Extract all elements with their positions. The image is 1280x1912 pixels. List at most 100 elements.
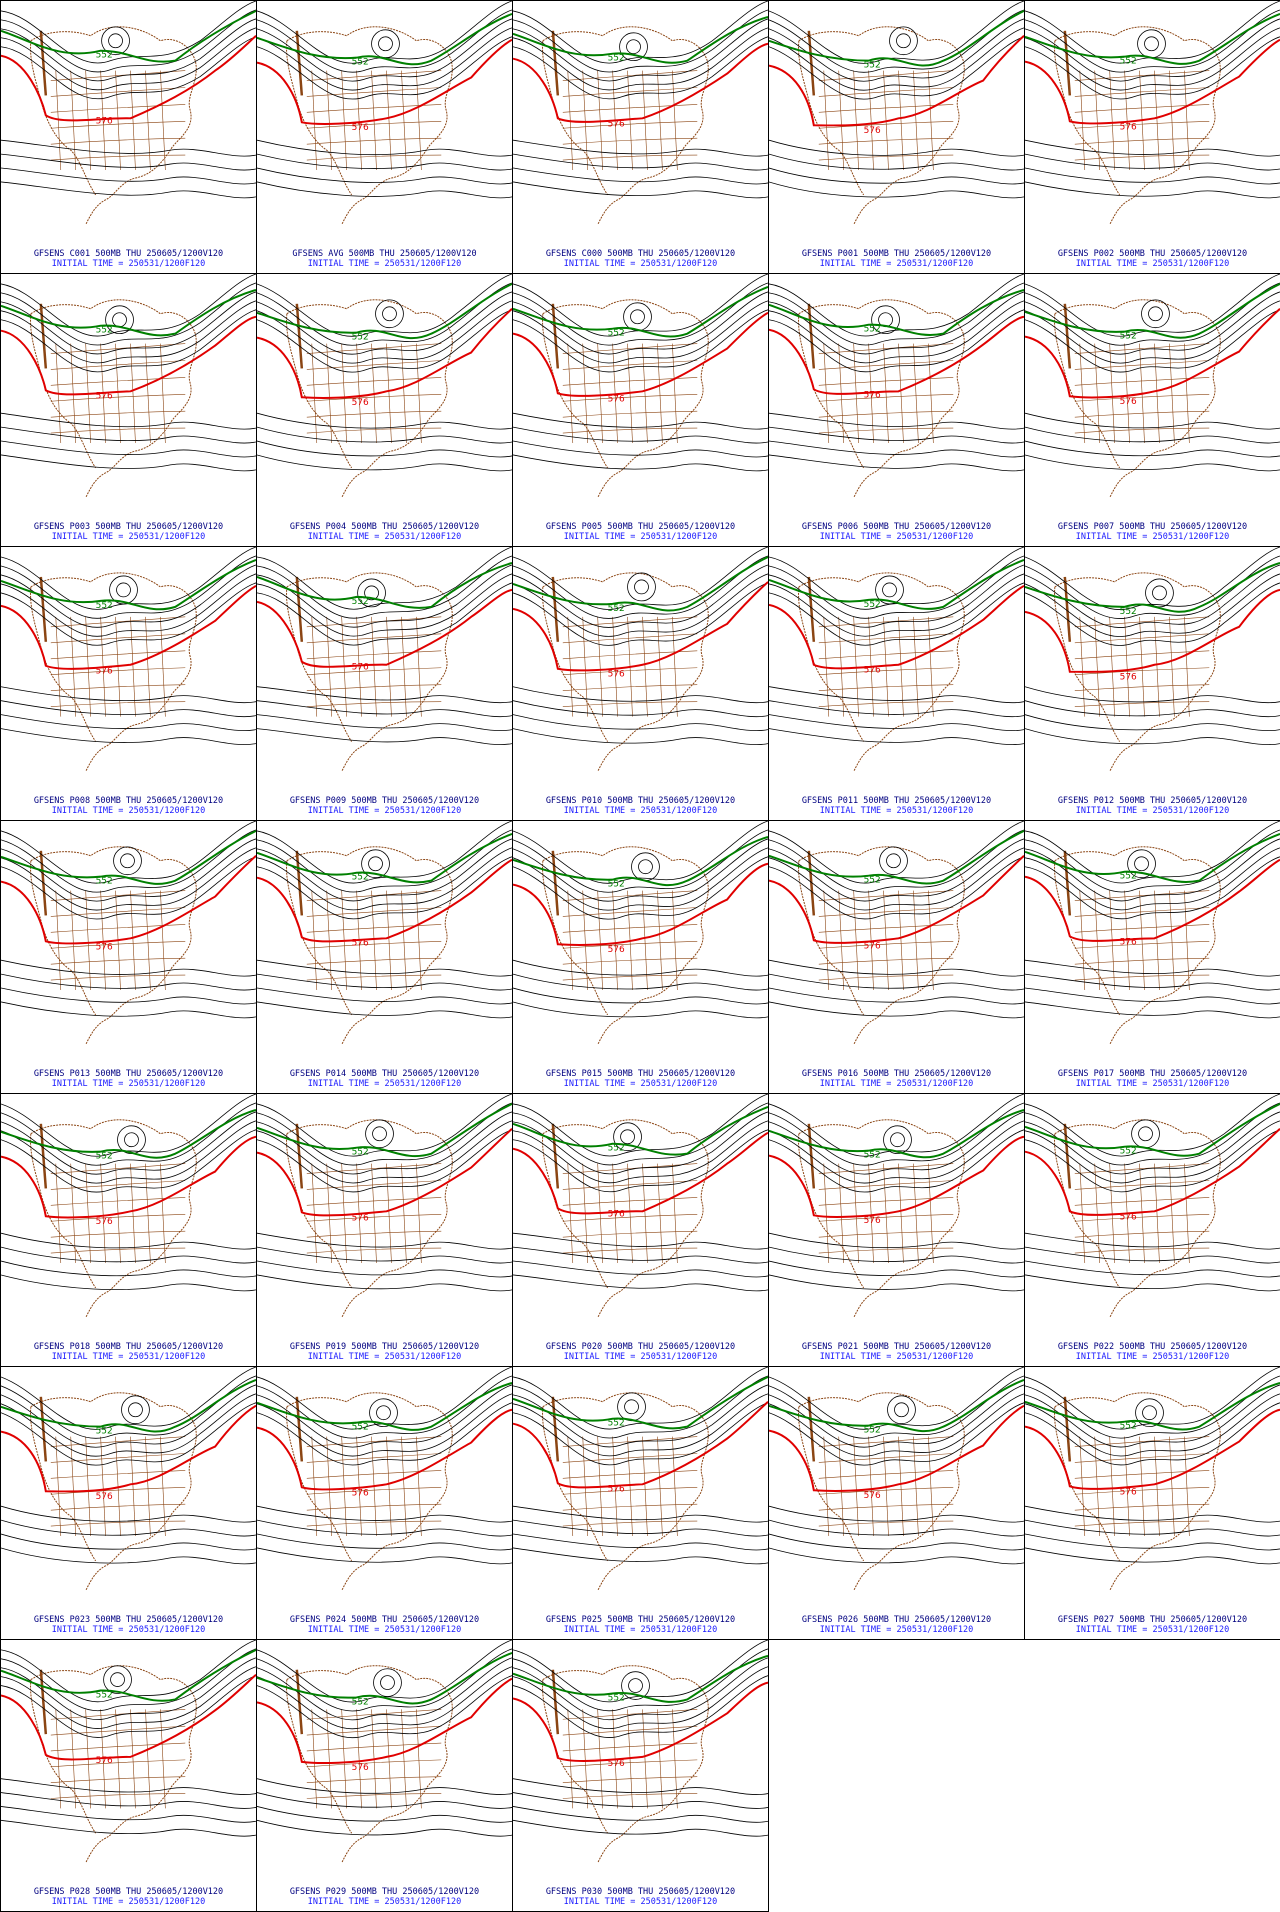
panel-initial-time: INITIAL TIME = 250531/1200F120 — [51, 1079, 206, 1089]
height-contour-map: 552 576 — [257, 1367, 512, 1591]
contour-576 — [769, 585, 1024, 670]
height-contour-map: 552 576 — [257, 274, 512, 498]
contour-552 — [769, 10, 1024, 67]
political-boundaries — [39, 1123, 186, 1264]
coastline — [542, 846, 709, 1045]
panel-title: GFSENS P006 500MB THU 250605/1200V120 — [801, 522, 992, 532]
ensemble-panel: 552 576 GFSENS P020 500MB THU 250605/1200V… — [512, 1093, 769, 1367]
panel-title: GFSENS P008 500MB THU 250605/1200V120 — [33, 796, 224, 806]
contour-label-552: 552 — [352, 1423, 369, 1433]
contour-label-552: 552 — [864, 1151, 881, 1161]
contour-576 — [257, 588, 512, 668]
contour-576 — [1, 855, 256, 945]
contour-552 — [513, 1376, 768, 1430]
contour-552 — [1, 10, 256, 63]
height-contours — [769, 1094, 1024, 1292]
ensemble-panel: 552 576 GFSENS P019 500MB THU 250605/1200V… — [256, 1093, 513, 1367]
height-contours — [1, 1, 256, 199]
height-contour-map: 552 576 — [1, 274, 256, 498]
height-contours — [513, 821, 768, 1019]
panel-initial-time: INITIAL TIME = 250531/1200F120 — [563, 532, 718, 542]
contour-552 — [1025, 12, 1280, 65]
contour-576 — [513, 1681, 768, 1762]
panel-initial-time: INITIAL TIME = 250531/1200F120 — [307, 1625, 462, 1635]
ensemble-panel: 552 576 GFSENS P026 500MB THU 250605/1200V… — [768, 1366, 1025, 1640]
panel-initial-time: INITIAL TIME = 250531/1200F120 — [51, 1897, 206, 1907]
contour-label-576: 576 — [608, 945, 625, 955]
height-contour-map: 552 576 — [257, 547, 512, 772]
ensemble-panel: 552 576 GFSENS P022 500MB THU 250605/1200V… — [1024, 1093, 1280, 1367]
contour-552 — [1, 1378, 256, 1433]
coastline — [542, 1392, 709, 1591]
coastline — [542, 1119, 709, 1318]
contour-576 — [257, 308, 512, 399]
ensemble-panel: 552 576 GFSENS P013 500MB THU 250605/1200V… — [0, 820, 257, 1094]
contour-label-552: 552 — [864, 600, 881, 610]
height-contour-map: 552 576 — [769, 821, 1024, 1045]
contour-576 — [769, 1404, 1024, 1492]
height-contours — [1025, 547, 1280, 745]
panel-title: GFSENS P014 500MB THU 250605/1200V120 — [289, 1069, 480, 1079]
panel-initial-time: INITIAL TIME = 250531/1200F120 — [307, 1352, 462, 1362]
ensemble-panel: 552 576 GFSENS P024 500MB THU 250605/1200V… — [256, 1366, 513, 1640]
panel-title: GFSENS P017 500MB THU 250605/1200V120 — [1057, 1069, 1248, 1079]
coastline — [1054, 26, 1221, 225]
political-boundaries — [551, 850, 698, 991]
contour-label-552: 552 — [1120, 872, 1137, 882]
contour-label-552: 552 — [608, 604, 625, 614]
contour-label-552: 552 — [352, 873, 369, 883]
coastline — [30, 26, 197, 225]
contour-552 — [513, 556, 768, 612]
height-contours — [257, 1094, 512, 1292]
height-contours — [257, 1640, 512, 1837]
contour-label-576: 576 — [352, 398, 369, 408]
height-contours — [769, 547, 1024, 745]
panel-title: GFSENS P026 500MB THU 250605/1200V120 — [801, 1615, 992, 1625]
contour-label-576: 576 — [608, 670, 625, 680]
contour-label-552: 552 — [96, 1152, 113, 1162]
height-contour-map: 552 576 — [1025, 1367, 1280, 1591]
coastline — [1054, 1392, 1221, 1591]
contour-label-552: 552 — [352, 597, 369, 607]
contour-label-552: 552 — [864, 876, 881, 886]
panel-title: GFSENS C000 500MB THU 250605/1200V120 — [545, 249, 736, 259]
contour-label-552: 552 — [96, 601, 113, 611]
contour-576 — [1025, 588, 1280, 673]
panel-initial-time: INITIAL TIME = 250531/1200F120 — [563, 259, 718, 269]
panel-title: GFSENS P009 500MB THU 250605/1200V120 — [289, 796, 480, 806]
contour-552 — [769, 1108, 1024, 1159]
contour-label-552: 552 — [96, 877, 113, 887]
panel-initial-time: INITIAL TIME = 250531/1200F120 — [819, 259, 974, 269]
contour-label-576: 576 — [608, 394, 625, 404]
panel-initial-time: INITIAL TIME = 250531/1200F120 — [819, 1352, 974, 1362]
contour-552 — [769, 288, 1024, 336]
ensemble-panel: 552 576 GFSENS P008 500MB THU 250605/1200V… — [0, 546, 257, 821]
panel-title: GFSENS P002 500MB THU 250605/1200V120 — [1057, 249, 1248, 259]
panel-initial-time: INITIAL TIME = 250531/1200F120 — [51, 1625, 206, 1635]
height-contour-map: 552 576 — [1, 1640, 256, 1864]
coastline — [542, 26, 709, 225]
political-boundaries — [807, 1396, 954, 1537]
contour-label-552: 552 — [1120, 1147, 1137, 1157]
contour-label-552: 552 — [96, 51, 113, 61]
contour-552 — [1, 830, 256, 885]
contour-label-552: 552 — [96, 1690, 113, 1700]
height-contour-map: 552 576 — [1025, 274, 1280, 498]
height-contours — [257, 547, 512, 745]
height-contours — [513, 1094, 768, 1292]
ensemble-panel: 552 576 GFSENS P014 500MB THU 250605/1200V… — [256, 820, 513, 1094]
contour-label-552: 552 — [352, 1697, 369, 1707]
panel-initial-time: INITIAL TIME = 250531/1200F120 — [563, 806, 718, 816]
contour-label-576: 576 — [1120, 397, 1137, 407]
height-contour-map: 552 576 — [257, 1640, 512, 1864]
height-contours — [769, 274, 1024, 472]
coastline — [286, 26, 453, 225]
contour-576 — [257, 1677, 512, 1764]
ensemble-panel: 552 576 GFSENS P018 500MB THU 250605/1200V… — [0, 1093, 257, 1367]
contour-label-576: 576 — [864, 1491, 881, 1501]
contour-552 — [1025, 283, 1280, 339]
height-contour-map: 552 576 — [513, 547, 768, 772]
contour-label-552: 552 — [608, 54, 625, 64]
height-contours — [1025, 1094, 1280, 1292]
coastline — [542, 572, 709, 772]
